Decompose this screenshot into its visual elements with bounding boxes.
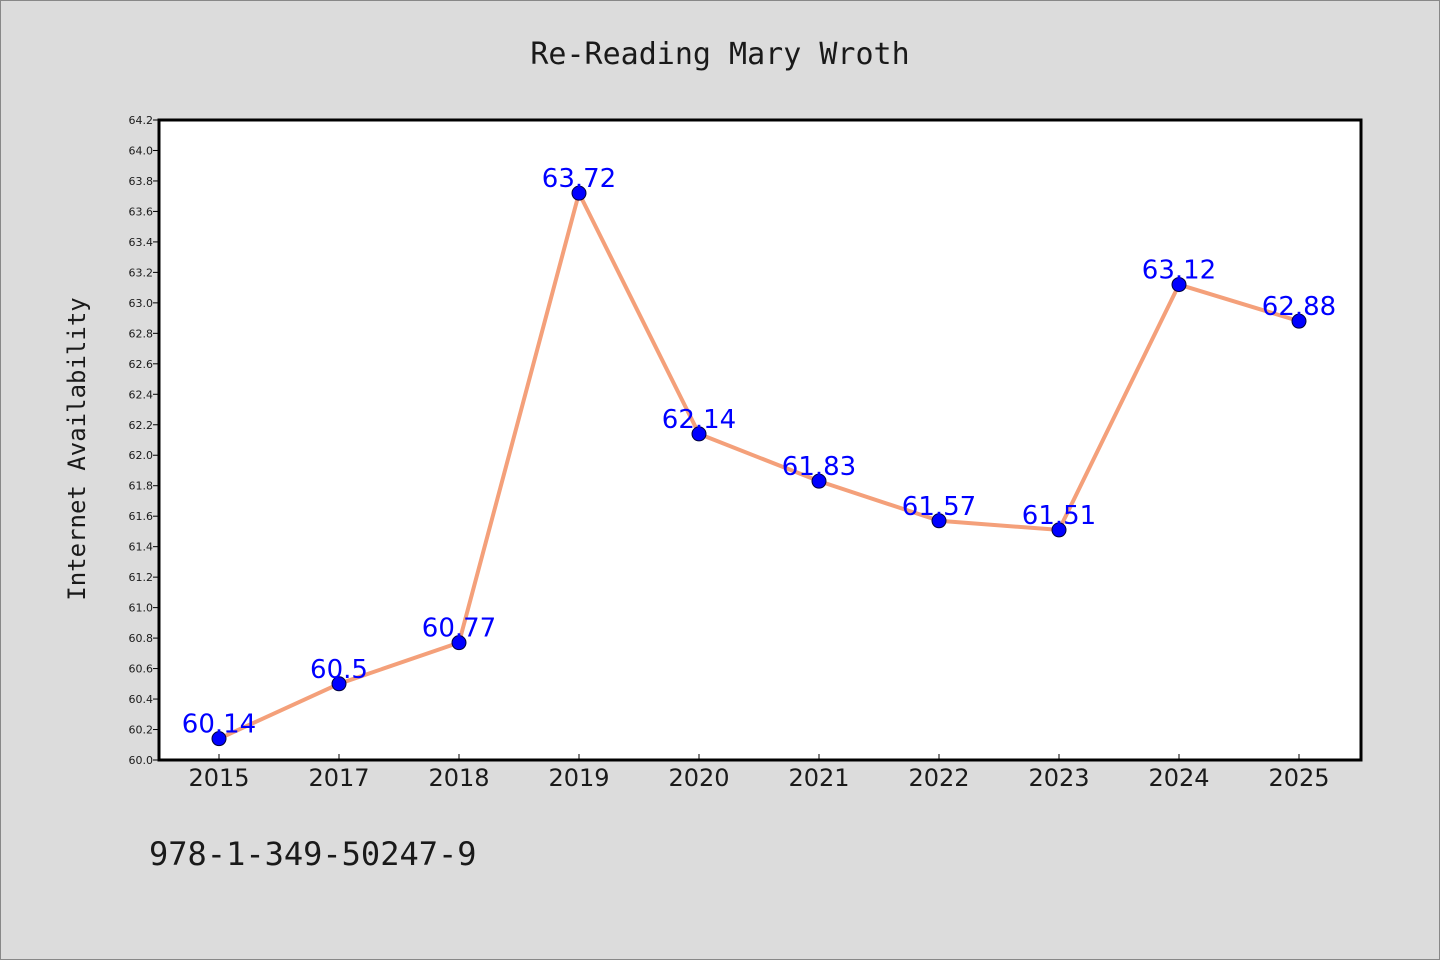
- data-point: [1051, 522, 1067, 538]
- y-tick-label: 63.8: [129, 175, 154, 188]
- x-axis: 2015 2017 2018 2019 2020 2021 2022 2023 2024 2025: [188, 754, 1330, 792]
- x-tick-label: 2018: [428, 764, 489, 792]
- x-tick-label: 2021: [788, 764, 849, 792]
- data-label: 63.72: [542, 164, 616, 194]
- x-tick-label: 2015: [188, 764, 249, 792]
- y-tick-label: 63.4: [129, 236, 154, 249]
- data-point: [331, 676, 347, 692]
- x-tick-label: 2019: [548, 764, 609, 792]
- y-tick-label: 62.4: [129, 388, 154, 401]
- x-tick-label: 2024: [1148, 764, 1209, 792]
- data-point: [211, 731, 227, 747]
- y-tick-label: 62.6: [129, 358, 154, 371]
- y-tick-label: 60.0: [129, 754, 154, 767]
- chart-title: Re-Reading Mary Wroth: [530, 37, 909, 72]
- y-tick-label: 60.8: [129, 632, 154, 645]
- y-tick-label: 62.2: [129, 419, 154, 432]
- data-label: 62.88: [1262, 292, 1336, 322]
- y-tick-label: 62.8: [129, 327, 154, 340]
- data-label: 62.14: [662, 405, 736, 435]
- y-tick-label: 61.2: [129, 571, 154, 584]
- y-tick-label: 60.6: [129, 663, 154, 676]
- x-tick-label: 2017: [308, 764, 369, 792]
- x-tick-label: 2025: [1268, 764, 1329, 792]
- y-tick-label: 63.0: [129, 297, 154, 310]
- data-label: 60.14: [182, 710, 256, 740]
- y-axis: 60.0 60.2 60.4 60.6 60.8 61.0 61.2 61.4 61.6 61.8…: [129, 114, 159, 767]
- y-tick-label: 64.0: [129, 144, 154, 157]
- y-axis-label: Internet Availability: [63, 297, 91, 600]
- plot-area: [157, 118, 1363, 762]
- isbn-text: 978-1-349-50247-9: [149, 835, 477, 873]
- data-label: 63.12: [1142, 256, 1216, 286]
- data-label: 61.83: [782, 452, 856, 482]
- y-tick-label: 63.6: [129, 205, 154, 218]
- data-point: [691, 426, 707, 442]
- y-tick-label: 63.2: [129, 266, 154, 279]
- data-point: [451, 635, 467, 651]
- y-tick-label: 60.2: [129, 724, 154, 737]
- data-point: [1171, 277, 1187, 293]
- y-tick-label: 61.4: [129, 541, 154, 554]
- data-label: 60.77: [422, 614, 496, 644]
- data-label: 60.5: [310, 655, 368, 685]
- y-tick-label: 64.2: [129, 114, 154, 127]
- data-point: [811, 473, 827, 489]
- data-label: 61.51: [1022, 501, 1096, 531]
- data-label: 61.57: [902, 492, 976, 522]
- x-tick-label: 2020: [668, 764, 729, 792]
- x-tick-label: 2023: [1028, 764, 1089, 792]
- y-tick-label: 62.0: [129, 449, 154, 462]
- data-point: [931, 513, 947, 529]
- x-tick-label: 2022: [908, 764, 969, 792]
- y-tick-label: 61.8: [129, 480, 154, 493]
- series-layer: 60.14 60.5 60.77 63.72 62.14 61.83 61.57 61.51 6…: [182, 164, 1336, 747]
- data-point: [1291, 313, 1307, 329]
- series-line: [217, 191, 1301, 741]
- data-point: [571, 185, 587, 201]
- y-tick-label: 61.0: [129, 602, 154, 615]
- y-tick-label: 60.4: [129, 693, 154, 706]
- y-tick-label: 61.6: [129, 510, 154, 523]
